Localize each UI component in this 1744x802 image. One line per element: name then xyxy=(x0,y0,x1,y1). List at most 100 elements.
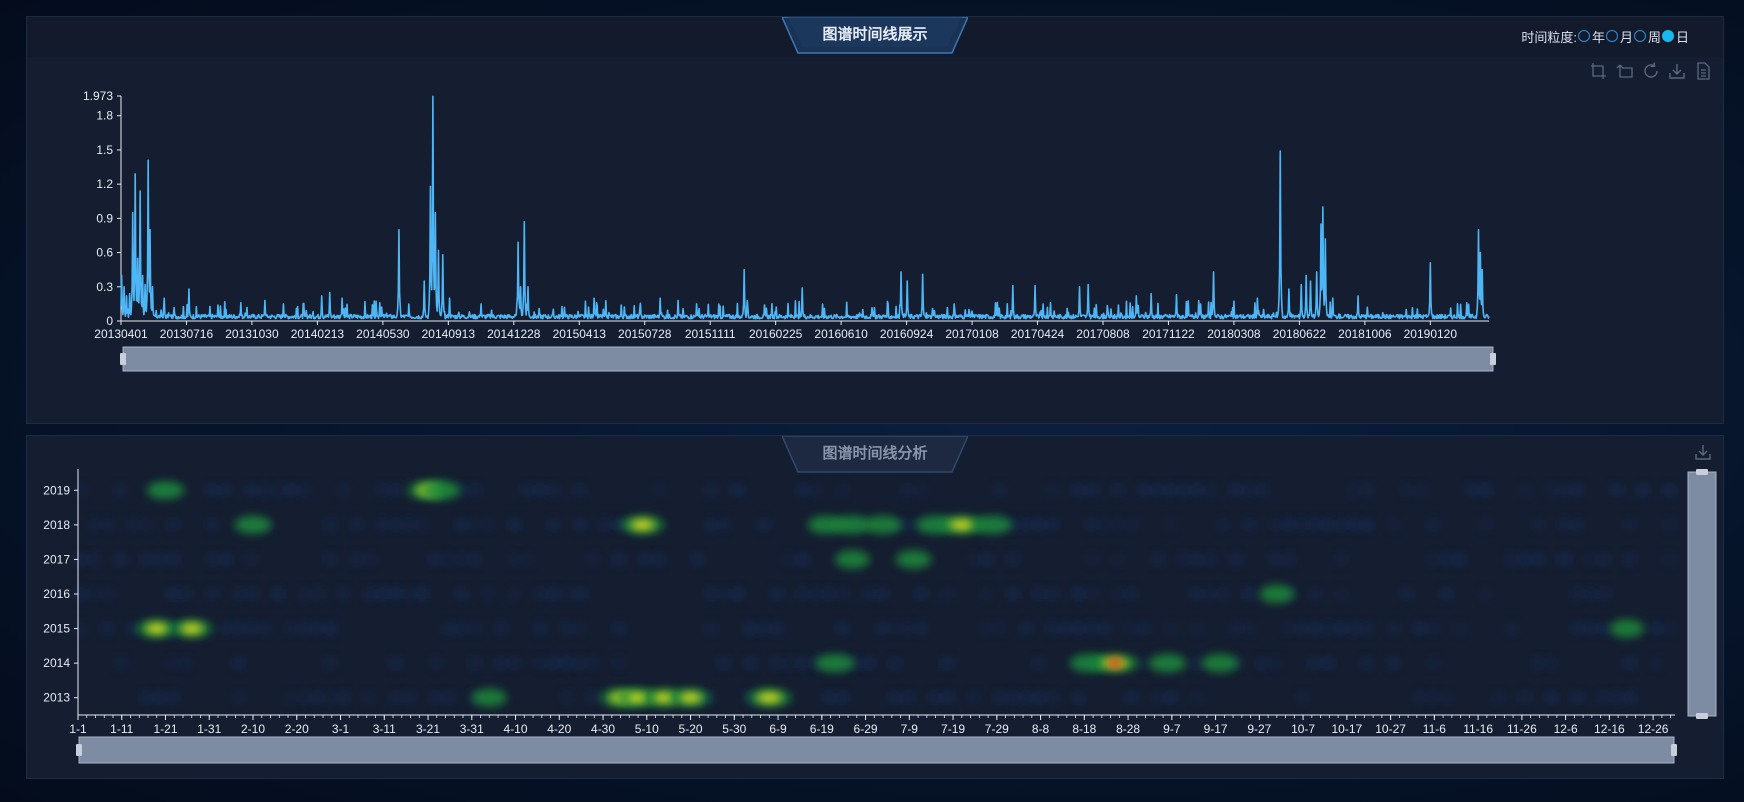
heat-hotspot xyxy=(1609,619,1645,638)
heat-cell xyxy=(559,623,574,634)
heat-cell xyxy=(1032,589,1047,599)
heat-cell xyxy=(1320,623,1335,634)
x-tick-label: 1-11 xyxy=(110,722,133,736)
heat-layer-high xyxy=(146,623,168,634)
granularity-option-year[interactable]: 年 xyxy=(1577,27,1605,46)
x-tick-label: 4-10 xyxy=(504,722,528,736)
heat-cell xyxy=(612,658,627,669)
zoom-window[interactable] xyxy=(122,346,1494,372)
radio-icon xyxy=(1577,30,1590,42)
heat-cell xyxy=(743,623,758,634)
heat-layer-mid xyxy=(1201,654,1239,673)
panel-title-tab: 图谱时间线分析 xyxy=(782,436,968,474)
heat-cell xyxy=(74,623,88,634)
heat-layer-mid xyxy=(146,481,185,500)
x-tick-label: 7-9 xyxy=(901,722,919,736)
title-tab-shape xyxy=(782,17,968,54)
x-tick-label: 1-31 xyxy=(197,722,221,736)
granularity-option-week[interactable]: 周 xyxy=(1633,27,1661,46)
x-tick-label: 5-20 xyxy=(679,722,703,736)
heat-cell xyxy=(1189,589,1204,599)
heat-cell xyxy=(1570,485,1585,496)
heat-cell xyxy=(1110,589,1125,599)
x-tick-label: 11-26 xyxy=(1507,722,1537,736)
heat-cell xyxy=(717,589,732,599)
heat-cell xyxy=(572,485,587,496)
x-tick-label: 10-27 xyxy=(1375,722,1406,736)
zoom-handle[interactable] xyxy=(1696,713,1708,719)
heat-cell xyxy=(100,589,115,599)
heat-cell xyxy=(533,623,548,634)
heat-cell xyxy=(165,589,180,599)
zoom-handle[interactable] xyxy=(1696,469,1708,475)
heat-cell xyxy=(585,554,600,565)
zoom-reset-icon[interactable] xyxy=(1615,61,1635,81)
granularity-option-day[interactable]: 日 xyxy=(1661,27,1689,46)
radio-icon xyxy=(1633,30,1646,42)
heat-cell xyxy=(612,623,627,634)
heat-cell xyxy=(113,554,128,565)
heat-cell xyxy=(1071,589,1086,599)
zoom-handle[interactable] xyxy=(1671,744,1677,756)
heat-cell xyxy=(165,658,180,669)
heat-cell xyxy=(1032,658,1047,669)
heat-cell xyxy=(1386,519,1401,530)
heat-cell xyxy=(441,623,456,634)
granularity-option-month[interactable]: 月 xyxy=(1605,27,1633,46)
heat-hotspot xyxy=(895,550,932,569)
x-tick-label: 5-10 xyxy=(635,722,659,736)
heat-cell xyxy=(1439,554,1454,565)
heat-cell xyxy=(1570,519,1585,530)
radio-icon xyxy=(1605,30,1618,42)
granularity-option-label: 周 xyxy=(1647,29,1661,45)
heat-cell xyxy=(1360,519,1375,530)
heat-cell xyxy=(1662,485,1677,496)
heat-cell xyxy=(323,658,338,669)
heat-cell xyxy=(1622,554,1637,565)
granularity-label: 时间粒度: xyxy=(1521,29,1577,45)
zoom-handle[interactable] xyxy=(1490,353,1496,365)
download-icon[interactable] xyxy=(1667,61,1687,81)
heat-cell xyxy=(1347,485,1362,496)
heat-cell xyxy=(533,589,548,599)
x-tick-label: 20170808 xyxy=(1076,327,1130,341)
y-tick-label: 0.6 xyxy=(96,246,113,260)
heat-cell xyxy=(704,623,719,634)
heat-cell xyxy=(704,519,719,530)
heat-layer-high xyxy=(181,623,203,634)
heat-cell xyxy=(1557,519,1572,530)
heat-cell xyxy=(139,519,154,530)
heat-cell xyxy=(74,589,88,599)
heat-cell xyxy=(1058,623,1073,634)
heat-cell xyxy=(927,692,942,703)
heat-cell xyxy=(874,589,889,599)
heat-cell xyxy=(914,589,929,599)
data-view-icon[interactable] xyxy=(1693,61,1713,81)
zoom-handle[interactable] xyxy=(120,353,126,365)
zoom-handle[interactable] xyxy=(76,744,82,756)
heat-layer-high xyxy=(949,519,974,530)
heat-cell xyxy=(1084,623,1099,634)
download-icon[interactable] xyxy=(1693,442,1713,462)
heat-cell xyxy=(1662,554,1677,565)
zoom-area-icon[interactable] xyxy=(1589,61,1609,81)
x-tick-label: 9-27 xyxy=(1247,722,1271,736)
heat-cell xyxy=(1557,554,1572,565)
heat-cell xyxy=(1110,485,1125,496)
heat-cell xyxy=(375,485,390,496)
heat-hotspot xyxy=(146,481,185,500)
heat-cell xyxy=(1124,623,1139,634)
vertical-zoom-window[interactable] xyxy=(1687,471,1717,717)
heat-cell xyxy=(507,519,522,530)
heat-cell xyxy=(533,485,548,496)
heat-cell xyxy=(310,589,325,599)
y-tick-label: 2017 xyxy=(43,552,70,566)
heat-cell xyxy=(74,485,88,496)
heat-cell xyxy=(1163,485,1178,496)
restore-icon[interactable] xyxy=(1641,61,1661,81)
heat-cell xyxy=(1229,623,1244,634)
heat-cell xyxy=(1045,692,1060,703)
heatmap-axes: 2019 2018 2017 2016 2015 2014 2013 1-1 1-11 1-21 1… xyxy=(43,469,1675,736)
horizontal-zoom-window[interactable] xyxy=(78,736,1675,764)
x-tick-label: 20150728 xyxy=(618,327,672,341)
